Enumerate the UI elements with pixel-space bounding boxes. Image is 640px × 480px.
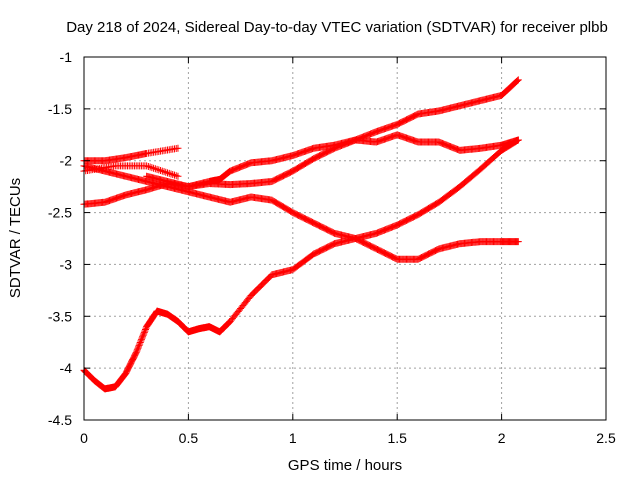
data-point	[133, 346, 141, 354]
chart-title: Day 218 of 2024, Sidereal Day-to-day VTE…	[66, 19, 608, 36]
series-1	[80, 144, 182, 165]
series-2	[80, 162, 182, 180]
x-tick-label: 0	[80, 430, 88, 446]
data-point	[132, 349, 140, 357]
data-point	[169, 171, 177, 179]
x-tick-label: 0.5	[179, 430, 199, 446]
data-point	[224, 319, 232, 327]
data-point	[146, 163, 154, 171]
data-point	[139, 331, 147, 339]
y-tick-label: -4.5	[48, 412, 72, 428]
data-point	[514, 136, 522, 144]
data-point	[137, 336, 145, 344]
data-point	[157, 167, 165, 175]
data-point	[140, 328, 148, 336]
y-tick-label: -1	[60, 49, 73, 65]
series-6	[80, 136, 522, 393]
x-tick-label: 1	[289, 430, 297, 446]
series-5	[143, 76, 522, 191]
grid	[84, 57, 606, 420]
data-point	[140, 330, 148, 338]
data-point	[135, 343, 143, 351]
data-point	[150, 164, 158, 172]
data-point	[133, 347, 141, 355]
plot-frame	[83, 56, 607, 421]
ticks: 0 0.5 1 1.5 2 2.5 -1 -1.5 -2 -2.5 -3 -3.5 -4 -4.5	[48, 49, 616, 446]
data-point	[165, 169, 173, 177]
y-tick-label: -1.5	[48, 101, 72, 117]
data-point	[164, 169, 172, 177]
x-axis-label: GPS time / hours	[288, 457, 402, 474]
data-point	[151, 165, 159, 173]
data-point	[136, 339, 144, 347]
data-point	[174, 172, 182, 180]
data-point	[174, 144, 182, 152]
y-tick-label: -2	[60, 153, 73, 169]
plot-area	[80, 76, 522, 393]
data-point	[160, 168, 168, 176]
data-point	[172, 172, 180, 180]
data-point	[153, 165, 161, 173]
data-point	[514, 238, 522, 246]
data-point	[513, 137, 521, 145]
data-point	[135, 341, 143, 349]
x-tick-label: 2.5	[596, 430, 616, 446]
y-tick-label: -3	[60, 256, 73, 272]
data-point	[514, 76, 522, 84]
data-point	[162, 168, 170, 176]
data-point	[141, 326, 149, 334]
data-point	[144, 162, 152, 170]
series-4	[80, 131, 522, 208]
data-point	[143, 162, 151, 170]
data-point	[167, 170, 175, 178]
data-point	[155, 166, 163, 174]
data-point	[148, 164, 156, 172]
y-axis-label: SDTVAR / TECUs	[7, 178, 24, 298]
data-point	[138, 334, 146, 342]
y-tick-label: -3.5	[48, 308, 72, 324]
data-point	[136, 340, 144, 348]
data-point	[513, 77, 521, 85]
x-tick-label: 2	[498, 430, 506, 446]
x-tick-label: 1.5	[387, 430, 407, 446]
data-point	[139, 333, 147, 341]
data-point	[137, 337, 145, 345]
data-point	[158, 167, 166, 175]
data-point	[134, 344, 142, 352]
data-point	[141, 327, 149, 335]
data-point	[170, 171, 178, 179]
y-tick-label: -4	[60, 360, 73, 376]
y-tick-label: -2.5	[48, 205, 72, 221]
